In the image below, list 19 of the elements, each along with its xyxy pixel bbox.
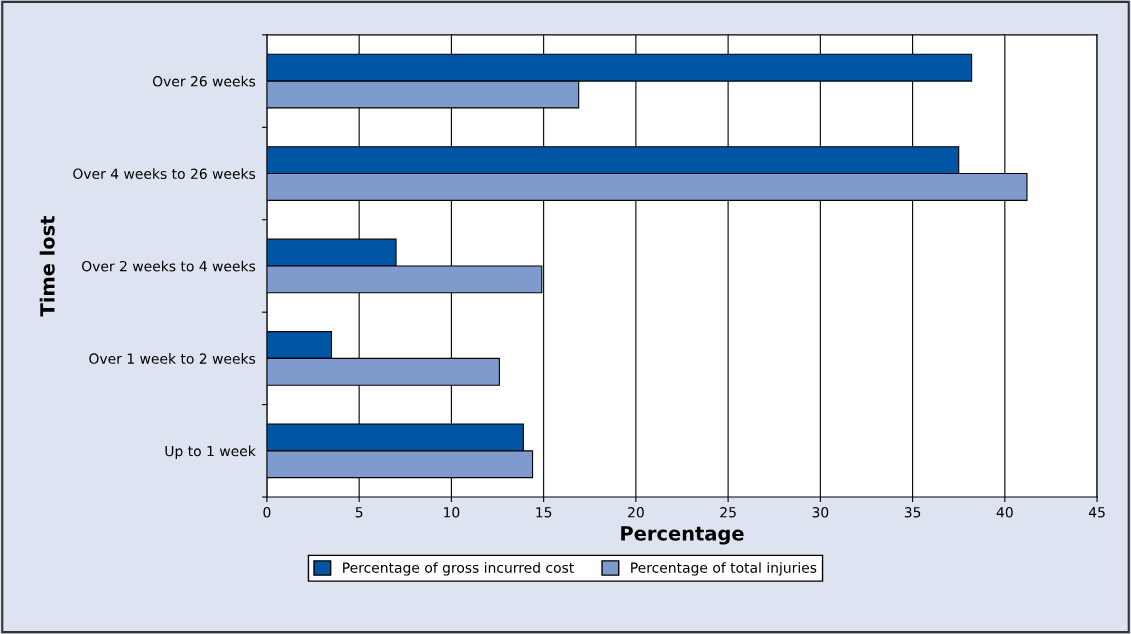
legend-label: Percentage of gross incurred cost [343, 562, 574, 576]
x-tick-label: 10 [444, 507, 460, 518]
y-tick-label: Over 2 weeks to 4 weeks [82, 260, 256, 272]
x-tick-label: 45 [1088, 507, 1105, 518]
y-tick-label: Over 4 weeks to 26 weeks [73, 168, 256, 179]
x-tick-label: 20 [628, 507, 644, 518]
y-tick-label: Over 26 weeks [152, 75, 256, 87]
x-tick-label: 0 [263, 507, 271, 518]
x-tick-label: 5 [355, 507, 363, 518]
x-tick-label: 15 [536, 507, 552, 518]
legend-label: Percentage of total injuries [631, 562, 817, 576]
y-tick-label: Over 1 week to 2 weeks [89, 353, 256, 364]
x-tick-label: 25 [720, 507, 736, 518]
x-axis-title: Percentage [621, 526, 744, 545]
y-axis-title: Time lost [39, 215, 55, 317]
x-tick-label: 30 [812, 507, 829, 518]
x-tick-label: 35 [904, 507, 921, 518]
x-tick-label: 40 [996, 507, 1013, 518]
y-tick-label: Up to 1 week [165, 445, 256, 459]
